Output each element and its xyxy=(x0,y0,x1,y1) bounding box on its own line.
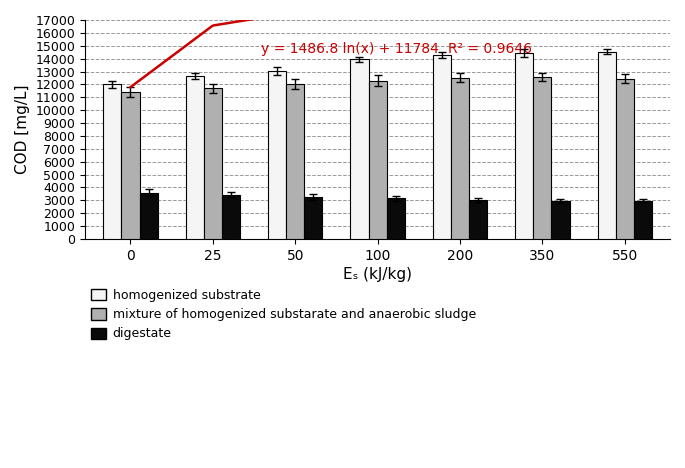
Text: y = 1486.8 ln(x) + 11784: y = 1486.8 ln(x) + 11784 xyxy=(260,42,438,56)
Bar xyxy=(369,80,386,239)
Bar xyxy=(203,88,222,239)
Bar xyxy=(616,79,634,239)
Bar xyxy=(551,201,569,239)
Bar xyxy=(515,53,533,239)
Bar xyxy=(186,76,203,239)
Y-axis label: COD [mg/L]: COD [mg/L] xyxy=(15,85,30,174)
Bar xyxy=(103,84,121,239)
X-axis label: Eₛ (kJ/kg): Eₛ (kJ/kg) xyxy=(343,267,412,282)
Bar xyxy=(222,195,240,239)
Bar xyxy=(286,84,304,239)
Bar xyxy=(140,192,158,239)
Bar xyxy=(351,59,369,239)
Bar xyxy=(469,200,487,239)
Bar xyxy=(304,197,323,239)
Bar xyxy=(121,92,140,239)
Bar xyxy=(451,78,469,239)
Bar xyxy=(597,51,616,239)
Text: R² = 0.9646: R² = 0.9646 xyxy=(448,42,532,56)
Bar xyxy=(386,198,405,239)
Bar xyxy=(634,201,652,239)
Bar xyxy=(433,55,451,239)
Legend: homogenized substrate, mixture of homogenized substarate and anaerobic sludge, d: homogenized substrate, mixture of homoge… xyxy=(91,289,476,341)
Bar xyxy=(533,77,551,239)
Bar xyxy=(268,71,286,239)
